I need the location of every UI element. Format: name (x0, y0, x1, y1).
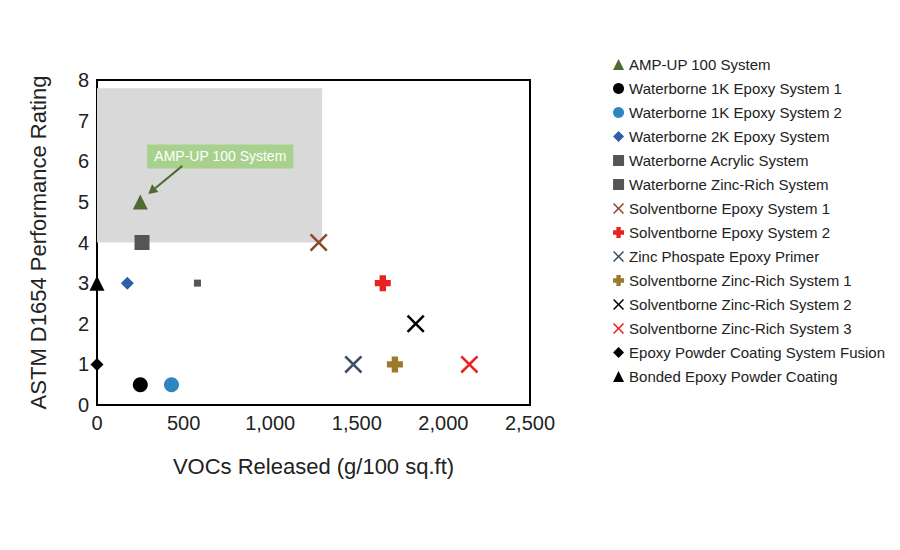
svg-text:Solventborne Epoxy System 1: Solventborne Epoxy System 1 (629, 200, 830, 217)
svg-text:Solventborne Zinc-Rich System: Solventborne Zinc-Rich System 1 (629, 272, 852, 289)
svg-text:VOCs Released (g/100 sq.ft): VOCs Released (g/100 sq.ft) (173, 454, 454, 479)
svg-text:1: 1 (78, 353, 89, 375)
svg-text:0: 0 (78, 394, 89, 416)
svg-text:Waterborne Acrylic System: Waterborne Acrylic System (629, 152, 809, 169)
svg-text:3: 3 (78, 272, 89, 294)
svg-text:2: 2 (78, 313, 89, 335)
svg-text:5: 5 (78, 191, 89, 213)
svg-text:4: 4 (78, 232, 89, 254)
svg-text:Waterborne 1K Epoxy System 1: Waterborne 1K Epoxy System 1 (629, 80, 842, 97)
svg-text:500: 500 (167, 412, 200, 434)
svg-text:1,000: 1,000 (245, 412, 295, 434)
svg-text:Waterborne 1K Epoxy System 2: Waterborne 1K Epoxy System 2 (629, 104, 842, 121)
svg-text:Bonded Epoxy Powder Coating: Bonded Epoxy Powder Coating (629, 368, 837, 385)
svg-text:2,500: 2,500 (505, 412, 555, 434)
svg-text:2,000: 2,000 (418, 412, 468, 434)
svg-text:Solventborne Zinc-Rich System: Solventborne Zinc-Rich System 3 (629, 320, 852, 337)
svg-text:1,500: 1,500 (332, 412, 382, 434)
svg-text:0: 0 (91, 412, 102, 434)
svg-text:8: 8 (78, 69, 89, 91)
svg-text:Solventborne Zinc-Rich System: Solventborne Zinc-Rich System 2 (629, 296, 852, 313)
svg-text:Zinc Phospate Epoxy Primer: Zinc Phospate Epoxy Primer (629, 248, 819, 265)
svg-text:Solventborne Epoxy System 2: Solventborne Epoxy System 2 (629, 224, 830, 241)
svg-text:Waterborne Zinc-Rich System: Waterborne Zinc-Rich System (629, 176, 829, 193)
svg-text:AMP-UP 100 System: AMP-UP 100 System (154, 148, 286, 164)
svg-text:Epoxy Powder Coating System Fu: Epoxy Powder Coating System Fusion (629, 344, 885, 361)
svg-text:AMP-UP 100 System: AMP-UP 100 System (629, 56, 770, 73)
svg-text:ASTM D1654 Performance Rating: ASTM D1654 Performance Rating (26, 76, 51, 410)
svg-text:6: 6 (78, 150, 89, 172)
svg-text:Waterborne 2K Epoxy System: Waterborne 2K Epoxy System (629, 128, 829, 145)
svg-text:7: 7 (78, 110, 89, 132)
